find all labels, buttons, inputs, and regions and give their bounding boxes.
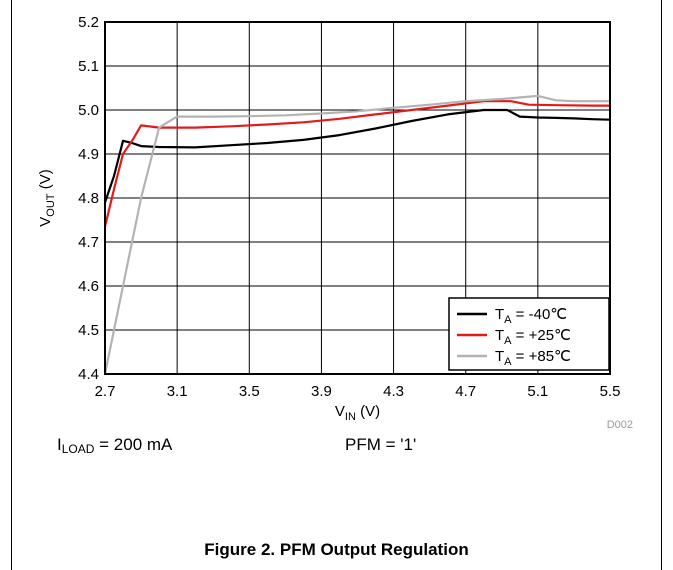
x-tick-label: 3.9 xyxy=(311,383,332,400)
right-border-line xyxy=(661,0,662,570)
y-tick-label: 4.5 xyxy=(78,322,99,339)
x-tick-label: 5.1 xyxy=(527,383,548,400)
legend-label: TA = -40℃ xyxy=(495,306,567,326)
data-series xyxy=(103,94,611,375)
legend-label: TA = +25℃ xyxy=(495,327,571,347)
tick-labels: 2.7 3.1 3.5 3.9 4.3 4.7 5.1 5.5 4.4 4.5 4.6 4.7 4.8 4… xyxy=(78,14,620,400)
figure-id-label: D002 xyxy=(607,419,633,430)
x-tick-label: 4.7 xyxy=(455,383,476,400)
y-tick-label: 4.4 xyxy=(78,366,99,383)
figure-caption: Figure 2. PFM Output Regulation xyxy=(204,540,469,559)
x-tick-label: 3.1 xyxy=(167,383,188,400)
x-tick-label: 5.5 xyxy=(600,383,621,400)
legend-label: TA = +85℃ xyxy=(495,348,571,368)
series-line-1 xyxy=(103,100,610,227)
series-line-2 xyxy=(103,94,610,375)
x-tick-label: 4.3 xyxy=(383,383,404,400)
y-tick-label: 4.7 xyxy=(78,234,99,251)
y-axis-label: VOUT (V) xyxy=(37,169,57,226)
y-tick-label: 4.9 xyxy=(78,146,99,163)
x-tick-label: 2.7 xyxy=(95,383,116,400)
left-border-line xyxy=(11,0,12,570)
y-tick-label: 5.1 xyxy=(78,58,99,75)
series-line-0 xyxy=(103,108,611,203)
load-current-note: ILOAD = 200 mA xyxy=(57,435,173,456)
pfm-setting-note: PFM = '1' xyxy=(345,435,417,454)
y-tick-label: 5.0 xyxy=(78,102,99,119)
y-tick-label: 4.8 xyxy=(78,190,99,207)
x-tick-label: 3.5 xyxy=(239,383,260,400)
plot-area-frame xyxy=(104,21,611,375)
y-tick-label: 5.2 xyxy=(78,14,99,31)
legend: TA = -40℃TA = +25℃TA = +85℃ xyxy=(448,297,610,371)
x-axis-label: VIN (V) xyxy=(335,403,380,423)
y-tick-label: 4.6 xyxy=(78,278,99,295)
pfm-output-regulation-chart: 2.7 3.1 3.5 3.9 4.3 4.7 5.1 5.5 4.4 4.5 4.6 4.7 4.8 4… xyxy=(37,14,633,430)
